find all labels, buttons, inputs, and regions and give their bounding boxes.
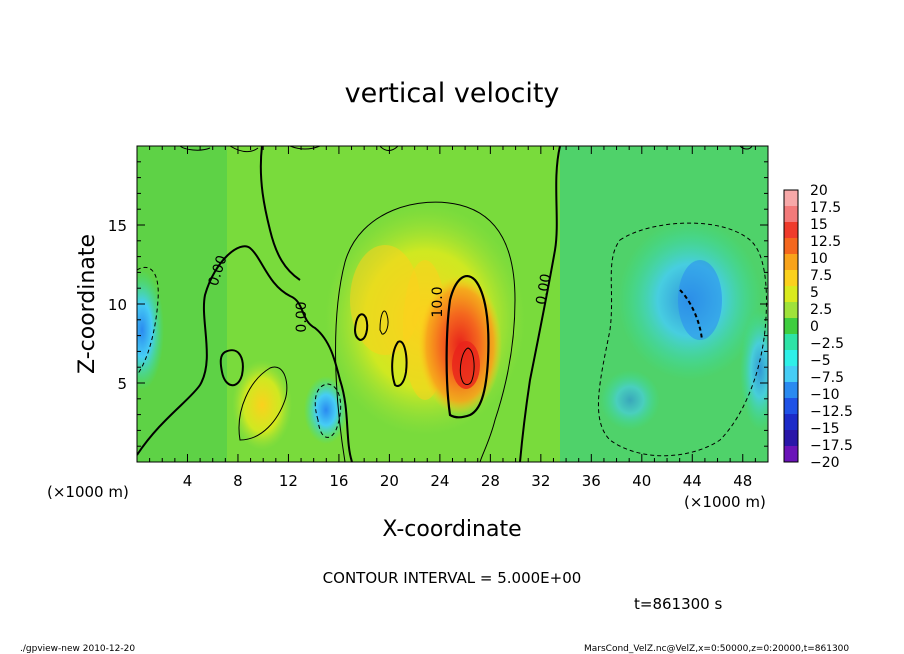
colorbar-label: −5	[810, 353, 831, 369]
colorbar-label: −10	[810, 387, 840, 403]
colorbar-swatch	[784, 430, 798, 447]
x-tick-label: 48	[733, 472, 752, 490]
colorbar-label: −17.5	[810, 438, 853, 454]
footer-left: ./gpview-new 2010-12-20	[20, 644, 135, 654]
colorbar-swatch	[784, 190, 798, 207]
colorbar-label: −15	[810, 421, 840, 437]
contour-label-1: 0.00	[294, 301, 310, 332]
y-axis: 5 10 15	[108, 161, 768, 447]
x-tick-label: 16	[329, 472, 348, 490]
colorbar-label: −20	[810, 455, 840, 471]
colorbar-swatch	[784, 206, 798, 223]
contour-label-2: 10.0	[430, 286, 446, 317]
colorbar-frame	[783, 189, 799, 463]
colorbar-label: 7.5	[810, 268, 832, 284]
x-unit-right: (×1000 m)	[684, 493, 766, 511]
plot-area: 0.00 0.00 10.0 0.00	[137, 146, 768, 462]
colorbar-label: −12.5	[810, 404, 853, 420]
colorbar-label: 5	[810, 285, 819, 301]
colorbar-swatch	[784, 350, 798, 367]
contour-interval-text: CONTOUR INTERVAL = 5.000E+00	[323, 569, 582, 587]
colorbar-label: −2.5	[810, 336, 844, 352]
x-tick-label: 32	[531, 472, 550, 490]
colorbar-swatch	[784, 254, 798, 271]
x-tick-label: 40	[632, 472, 651, 490]
colorbar-swatch	[784, 318, 798, 335]
colorbar-swatch	[784, 222, 798, 239]
y-tick-label: 10	[108, 296, 127, 314]
colorbar: 2017.51512.5107.552.50−2.5−5−7.5−10−12.5…	[783, 183, 853, 471]
footer-right: MarsCond_VelZ.nc@VelZ,x=0:50000,z=0:2000…	[584, 644, 849, 654]
x-axis: 4 8 12 16 20 24 28 32 36 40 44 48	[149, 146, 756, 490]
x-tick-label: 4	[183, 472, 193, 490]
x-tick-label: 24	[430, 472, 449, 490]
colorbar-swatch	[784, 302, 798, 319]
colorbar-swatch	[784, 238, 798, 255]
x-unit-left: (×1000 m)	[47, 483, 129, 501]
colorbar-swatch	[784, 286, 798, 303]
x-tick-label: 8	[233, 472, 243, 490]
colorbar-label: 12.5	[810, 234, 841, 250]
x-tick-label: 12	[279, 472, 298, 490]
colorbar-swatch	[784, 446, 798, 463]
colorbar-swatch	[784, 414, 798, 431]
colorbar-swatch	[784, 270, 798, 287]
y-tick-label: 5	[117, 375, 127, 393]
x-tick-label: 28	[481, 472, 500, 490]
contour-zero-left	[137, 245, 353, 462]
colorbar-label: 20	[810, 183, 828, 199]
contour-5-outline	[335, 201, 516, 462]
time-text: t=861300 s	[634, 595, 722, 613]
colorbar-label: −7.5	[810, 370, 844, 386]
colorbar-label: 0	[810, 319, 819, 335]
contour-zero-right	[519, 146, 561, 462]
x-tick-label: 36	[582, 472, 601, 490]
x-tick-label: 20	[380, 472, 399, 490]
contour-label-3: 0.00	[533, 273, 554, 306]
colorbar-swatch	[784, 382, 798, 399]
colorbar-swatch	[784, 366, 798, 383]
colorbar-swatch	[784, 334, 798, 351]
x-tick-label: 44	[683, 472, 702, 490]
contour-10-core	[445, 275, 490, 419]
x-axis-label: X-coordinate	[382, 517, 521, 542]
colorbar-label: 10	[810, 251, 828, 267]
chart-title: vertical velocity	[345, 78, 560, 109]
downdraft-region-left	[137, 270, 164, 390]
colorbar-label: 2.5	[810, 302, 832, 318]
colorbar-swatch	[784, 398, 798, 415]
y-tick-label: 15	[108, 217, 127, 235]
colorbar-label: 17.5	[810, 200, 841, 216]
colorbar-label: 15	[810, 217, 828, 233]
y-axis-label: Z-coordinate	[75, 234, 100, 374]
